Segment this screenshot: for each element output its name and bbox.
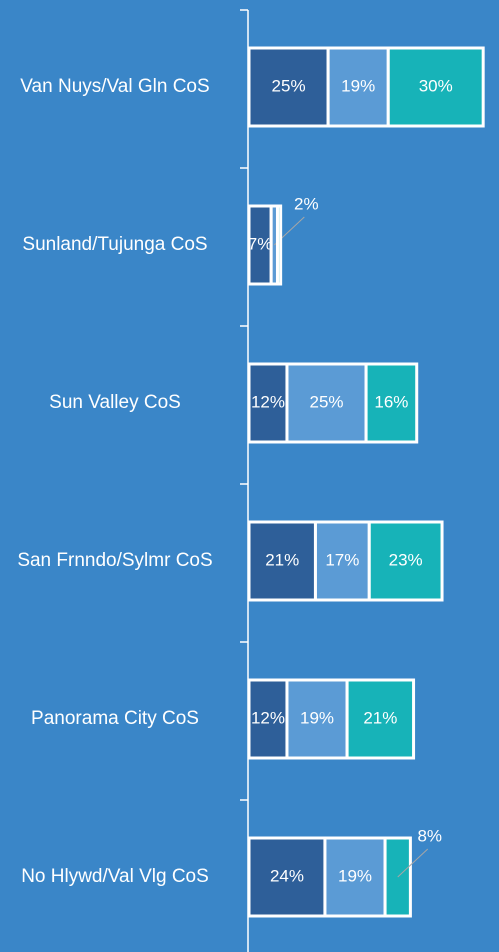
- bar-segment: [285, 362, 368, 444]
- bar-segment: [364, 362, 419, 444]
- data-label: 19%: [300, 708, 334, 727]
- data-label: 19%: [341, 76, 375, 95]
- data-label: 24%: [270, 866, 304, 885]
- data-label: 8%: [417, 826, 442, 845]
- bar-segment: [326, 46, 390, 128]
- category-label: Sunland/Tujunga CoS: [22, 234, 208, 255]
- bar-segment: [247, 46, 330, 128]
- data-label: 21%: [363, 708, 397, 727]
- bar-segment: [247, 520, 317, 602]
- category-label: Sun Valley CoS: [49, 392, 181, 413]
- data-label: 12%: [251, 392, 285, 411]
- bar-segment: [383, 836, 412, 918]
- bar-segment: [285, 678, 349, 760]
- data-label: 21%: [265, 550, 299, 569]
- bar-segment: [386, 46, 485, 128]
- category-label: San Frnndo/Sylmr CoS: [17, 550, 213, 571]
- bar-segment: [275, 204, 283, 286]
- data-label: 2%: [294, 194, 319, 213]
- data-label: 25%: [272, 76, 306, 95]
- data-label: 16%: [374, 392, 408, 411]
- data-label: 23%: [389, 550, 423, 569]
- bar-segment: [247, 362, 289, 444]
- category-label: No Hlywd/Val Vlg CoS: [21, 866, 209, 887]
- bar-segment: [247, 678, 289, 760]
- data-label: 12%: [251, 708, 285, 727]
- label-leader: [397, 848, 429, 878]
- data-label: 19%: [338, 866, 372, 885]
- bar-segment: [367, 520, 444, 602]
- data-label: 30%: [419, 76, 453, 95]
- category-label: Panorama City CoS: [31, 708, 199, 729]
- bar-segment: [313, 520, 371, 602]
- data-label: 25%: [310, 392, 344, 411]
- data-label: 7%: [248, 234, 273, 253]
- data-label: 17%: [325, 550, 359, 569]
- bar-segment: [345, 678, 416, 760]
- category-label: Van Nuys/Val Gln CoS: [20, 76, 210, 97]
